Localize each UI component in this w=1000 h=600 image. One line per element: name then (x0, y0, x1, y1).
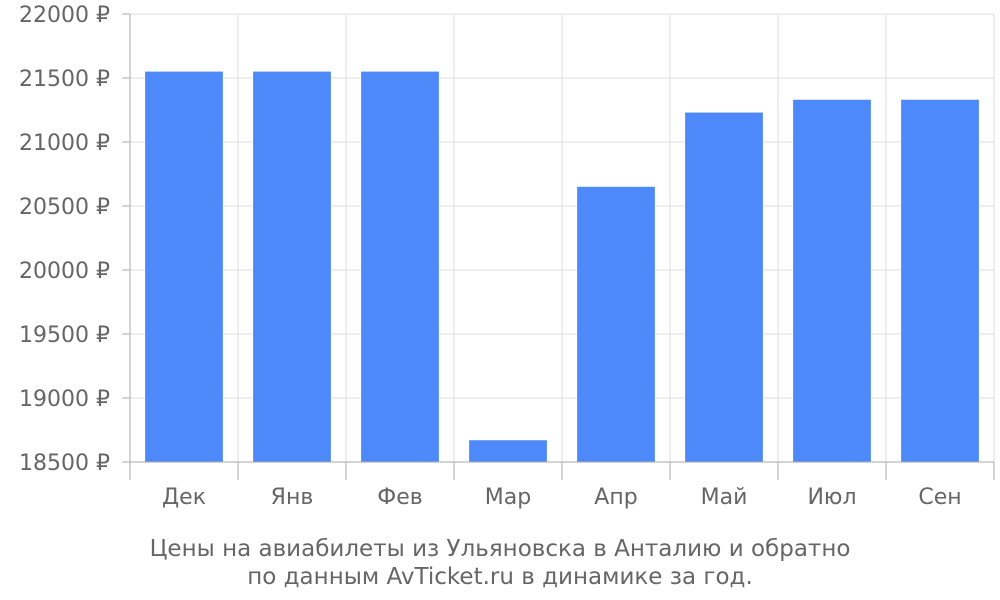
y-tick-label: 19000 ₽ (19, 387, 110, 412)
x-tick-label: Янв (271, 485, 314, 510)
y-tick-label: 19500 ₽ (19, 323, 110, 348)
y-tick-label: 20500 ₽ (19, 195, 110, 220)
y-tick-label: 20000 ₽ (19, 259, 110, 284)
y-tick-labels: 18500 ₽ 19000 ₽ 19500 ₽ 20000 ₽ 20500 ₽ 21000… (19, 3, 110, 476)
axes (122, 13, 995, 480)
chart-caption: Цены на авиабилеты из Ульяновска в Антал… (150, 536, 851, 590)
y-tick-label: 22000 ₽ (19, 3, 110, 28)
bar-1 (253, 71, 331, 462)
bar-5 (685, 112, 763, 462)
caption-line-1: Цены на авиабилеты из Ульяновска в Антал… (150, 536, 851, 562)
bars (145, 71, 979, 463)
x-tick-label: Мар (485, 485, 531, 510)
x-tick-label: Сен (918, 485, 961, 510)
bar-2 (361, 71, 439, 462)
x-tick-label: Апр (594, 485, 637, 510)
bar-0 (145, 71, 223, 462)
x-tick-label: Май (701, 485, 748, 510)
y-tick-label: 18500 ₽ (19, 451, 110, 476)
bar-7 (901, 99, 979, 462)
caption-line-2: по данным AvTicket.ru в динамике за год. (247, 564, 753, 590)
bar-3 (469, 440, 547, 462)
bar-4 (577, 186, 655, 463)
y-tick-label: 21000 ₽ (19, 131, 110, 156)
x-tick-label: Июл (807, 485, 856, 510)
x-tick-label: Дек (162, 485, 206, 510)
x-tick-label: Фев (377, 485, 422, 510)
bar-6 (793, 99, 871, 462)
y-tick-label: 21500 ₽ (19, 67, 110, 92)
x-tick-labels: Дек Янв Фев Мар Апр Май Июл Сен (162, 485, 962, 510)
